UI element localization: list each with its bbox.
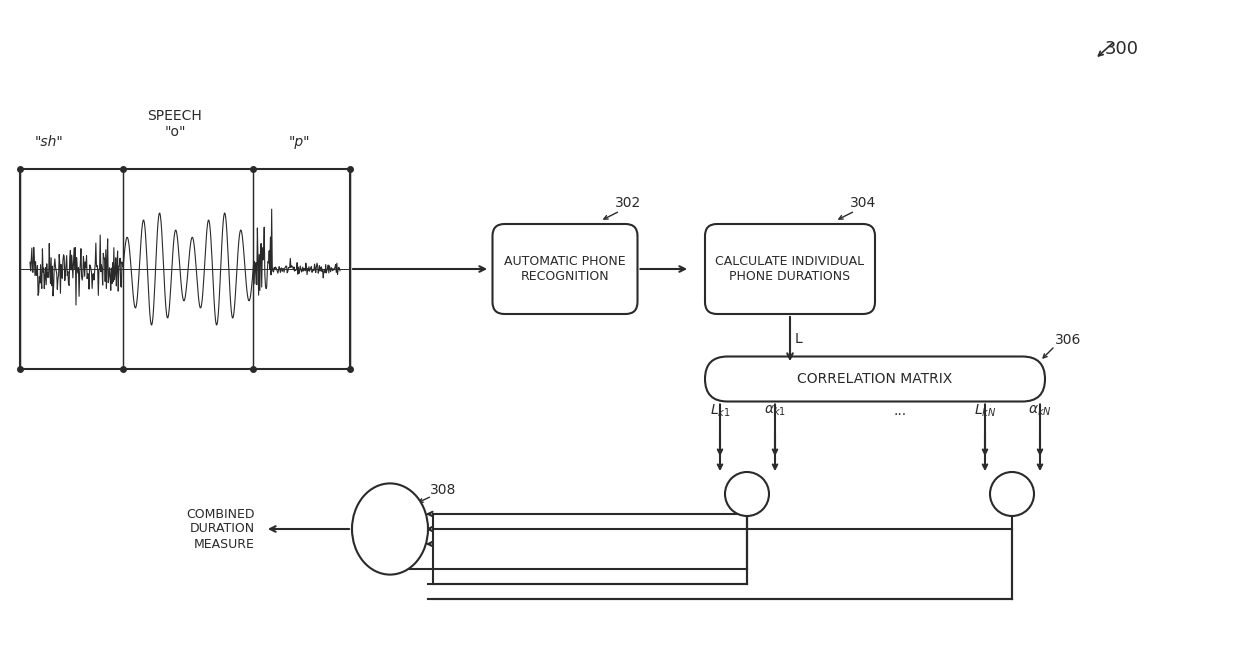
Text: $L_{k1}$: $L_{k1}$ [709,403,730,419]
Text: 304: 304 [849,196,877,210]
FancyBboxPatch shape [706,224,875,314]
Text: COMBINED
DURATION
MEASURE: COMBINED DURATION MEASURE [186,507,255,550]
FancyBboxPatch shape [706,357,1045,401]
Text: CALCULATE INDIVIDUAL
PHONE DURATIONS: CALCULATE INDIVIDUAL PHONE DURATIONS [715,255,864,283]
Text: $\alpha_{kN}$: $\alpha_{kN}$ [1028,404,1052,418]
Text: SPEECH
"o": SPEECH "o" [148,109,202,139]
Text: $L_{kN}$: $L_{kN}$ [973,403,996,419]
Text: "p": "p" [288,135,310,149]
Ellipse shape [352,484,428,575]
Circle shape [990,472,1034,516]
Text: 302: 302 [615,196,641,210]
Text: 300: 300 [1105,40,1140,58]
Text: 308: 308 [430,483,456,497]
FancyBboxPatch shape [492,224,637,314]
Text: 306: 306 [1055,333,1081,347]
Text: ...: ... [894,404,906,418]
Circle shape [725,472,769,516]
Text: "sh": "sh" [35,135,63,149]
Text: L: L [795,332,802,346]
Text: $\alpha_{k1}$: $\alpha_{k1}$ [764,404,786,418]
Text: AUTOMATIC PHONE
RECOGNITION: AUTOMATIC PHONE RECOGNITION [505,255,626,283]
Bar [20,169,350,369]
Text: CORRELATION MATRIX: CORRELATION MATRIX [797,372,952,386]
